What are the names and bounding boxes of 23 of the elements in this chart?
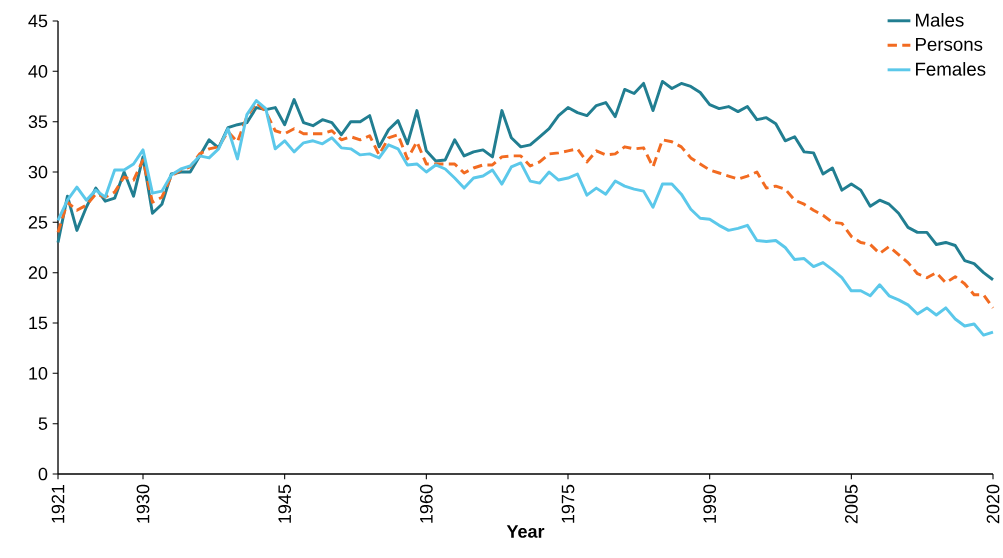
y-tick-label: 35 [28,115,48,129]
y-tick-label: 15 [29,316,48,330]
x-axis-title: Year [506,525,545,538]
x-tick-label: 2020 [986,484,1000,524]
line-series [56,79,995,282]
legend-label: Males [916,13,964,27]
y-tick-label: 20 [28,266,48,280]
x-tick-label: 1960 [419,484,433,523]
y-tick-label: 45 [28,14,48,28]
legend-label: Females [916,62,986,76]
y-tick-label: 25 [28,215,48,229]
y-tick-label: 30 [28,165,48,179]
x-tick-label: 1921 [51,484,65,523]
y-tick-label: 40 [28,64,48,78]
x-tick-label: 1990 [703,484,717,523]
y-tick-label: 0 [38,467,48,481]
x-tick-label: 2005 [844,484,858,524]
x-tick-label: 1930 [136,484,150,523]
x-tick-label: 1945 [278,484,292,523]
y-tick-label: 5 [38,417,48,430]
x-tick-label: 1975 [561,484,575,523]
y-tick-label: 10 [29,366,48,380]
legend-label: Persons [916,37,983,51]
